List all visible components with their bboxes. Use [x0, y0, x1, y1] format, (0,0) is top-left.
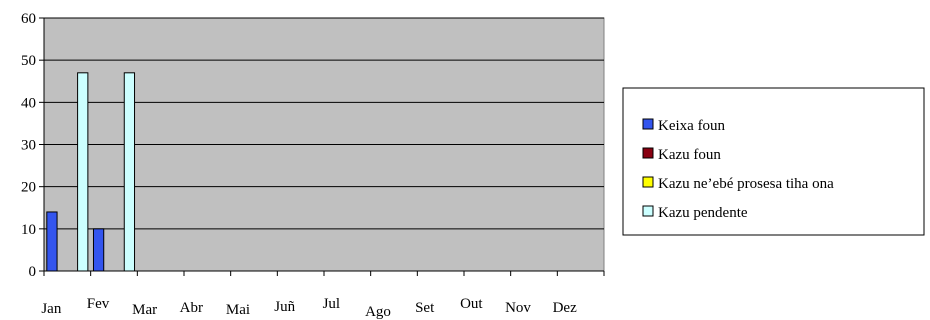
bar [77, 72, 89, 272]
legend-box [622, 87, 925, 236]
legend-label: Kazu pendente [658, 205, 748, 221]
y-tick-label: 40 [21, 95, 36, 111]
x-tick-label: Ago [365, 304, 391, 320]
x-tick-label: Abr [180, 300, 203, 316]
x-tick-label: Set [415, 300, 435, 316]
x-tick-label: Nov [505, 300, 531, 316]
legend-label: Kazu ne’ebé prosesa tiha ona [658, 176, 834, 192]
x-tick-label: Mar [132, 302, 157, 318]
legend-label: Kazu foun [658, 147, 721, 163]
x-axis-ticks: Jan Fev Mar Abr Mai Juñ Jul Ago Set Out Nov Dez [41, 271, 605, 320]
y-tick-label: 10 [21, 222, 36, 238]
y-tick-label: 50 [21, 53, 36, 69]
bar [46, 211, 58, 272]
y-tick-label: 30 [21, 138, 36, 154]
y-tick-label: 60 [21, 11, 36, 27]
y-tick-label: 0 [29, 264, 37, 280]
legend-swatch [642, 147, 654, 159]
legend-swatch [642, 176, 654, 188]
y-tick-label: 20 [21, 180, 36, 196]
bar [92, 228, 105, 272]
x-tick-label: Jan [41, 301, 61, 317]
legend-label: Keixa foun [658, 118, 726, 134]
y-axis-ticks: 0 10 20 30 40 50 60 [21, 11, 44, 280]
x-tick-label: Fev [87, 296, 110, 312]
legend-swatch [642, 118, 654, 130]
x-tick-label: Out [460, 296, 483, 312]
bar [123, 72, 136, 272]
x-tick-label: Dez [553, 300, 577, 316]
x-tick-label: Juñ [274, 299, 295, 315]
grid-lines [44, 17, 604, 230]
x-tick-label: Jul [323, 296, 341, 312]
x-tick-label: Mai [226, 302, 250, 318]
legend-swatch [642, 205, 654, 217]
legend: Keixa foun Kazu foun Kazu ne’ebé prosesa t… [622, 87, 925, 236]
